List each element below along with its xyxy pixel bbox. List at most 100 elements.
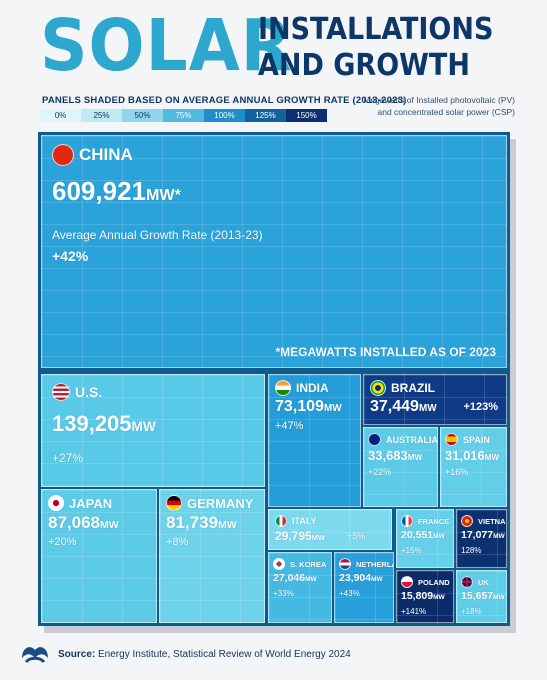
growth-label: +123% <box>463 401 498 413</box>
unit-label: MW <box>433 594 445 601</box>
value-label: 23,904 <box>339 572 372 584</box>
tile-u-s: U.S. 139,205MW +27% <box>41 374 265 487</box>
country-label: CHINA <box>79 145 133 164</box>
tile-vietnam: VIETNAM 17,077MW 128% <box>456 509 507 568</box>
footnote: *MEGAWATTS INSTALLED AS OF 2023 <box>275 345 496 359</box>
country-label: S. KOREA <box>290 559 327 569</box>
tile-japan: JAPAN 87,068MW +20% <box>41 489 157 623</box>
title-line-1: INSTALLATIONS <box>258 12 494 47</box>
tile-china: CHINA 609,921MW* Average Annual Growth Rat… <box>41 135 507 368</box>
value-label: 73,109 <box>275 398 324 415</box>
source-label: Source: <box>58 649 96 660</box>
value-label: 15,657 <box>461 590 494 602</box>
title-line-2: AND GROWTH <box>258 48 470 83</box>
growth-label: +43% <box>339 588 360 598</box>
tile-germany: GERMANY 81,739MW +8% <box>159 489 265 623</box>
legend-stop: 75% <box>163 109 204 122</box>
country-label: GERMANY <box>187 495 254 511</box>
growth-label: +22% <box>368 467 392 477</box>
country-label: JAPAN <box>69 495 113 511</box>
tile-italy: ITALY 29,795MW +5% <box>268 509 392 550</box>
unit-note: Megawatts of Installed photovoltaic (PV)… <box>363 94 515 118</box>
unit-label: MW <box>484 453 500 462</box>
brazil-flag-icon <box>370 380 386 396</box>
legend-title: PANELS SHADED BASED ON AVERAGE ANNUAL GR… <box>42 95 407 106</box>
source-line: Source: Energy Institute, Statistical Re… <box>58 649 351 660</box>
tile-australia: AUSTRALIA 33,683MW +22% <box>363 427 438 507</box>
vietnam-flag-icon <box>461 515 473 527</box>
growth-label: +33% <box>273 588 294 598</box>
tile-uk: UK 15,657MW +18% <box>456 570 507 623</box>
skorea-flag-icon <box>273 558 285 570</box>
value-label: 37,449 <box>370 398 419 415</box>
tile-spain: SPAIN 31,016MW +16% <box>440 427 507 507</box>
value-label: 31,016 <box>445 448 485 463</box>
tile-s-korea: S. KOREA 27,046MW +33% <box>268 552 332 623</box>
country-label: BRAZIL <box>391 381 435 395</box>
unit-label: MW <box>371 576 383 583</box>
country-label: VIETNAM <box>478 516 506 526</box>
country-label: ITALY <box>292 516 317 526</box>
unit-label: MW <box>100 519 119 531</box>
value-label: 139,205 <box>52 411 132 436</box>
value-label: 27,046 <box>273 572 306 584</box>
legend-stop: 50% <box>122 109 163 122</box>
growth-label: +15% <box>401 545 422 555</box>
legend-stop: 150% <box>286 109 327 122</box>
unit-label: MW <box>131 419 156 434</box>
value-label: 20,551 <box>401 529 434 541</box>
tile-france: FRANCE 20,551MW +15% <box>396 509 454 568</box>
treemap-chart: CHINA 609,921MW* Average Annual Growth Rat… <box>38 132 510 626</box>
country-label: INDIA <box>296 381 329 395</box>
india-flag-icon <box>275 380 291 396</box>
germany-flag-icon <box>166 495 182 511</box>
uk-flag-icon <box>461 576 473 588</box>
value-label: 609,921 <box>52 176 146 206</box>
legend-stop: 125% <box>245 109 286 122</box>
unit-label: MW <box>218 519 237 531</box>
visual-capitalist-logo-icon <box>22 647 48 664</box>
value-label: 81,739 <box>166 513 218 532</box>
unit-label: MW* <box>145 186 181 204</box>
growth-label: +18% <box>461 606 482 616</box>
legend-color-scale: 0% 25% 50% 75% 100% 125% 150% <box>40 109 327 122</box>
unit-label: MW <box>407 453 423 462</box>
growth-label: +5% <box>347 531 366 541</box>
france-flag-icon <box>401 515 413 527</box>
growth-caption: Average Annual Growth Rate (2013-23) <box>52 228 263 242</box>
unit-label: MW <box>305 576 317 583</box>
legend-stop: 0% <box>40 109 81 122</box>
japan-flag-icon <box>48 495 64 511</box>
unit-label: MW <box>493 533 505 540</box>
source-text: Energy Institute, Statistical Review of … <box>98 649 351 660</box>
tile-india: INDIA 73,109MW +47% <box>268 374 361 507</box>
value-label: 29,795 <box>275 529 312 543</box>
legend-stop: 100% <box>204 109 245 122</box>
spain-flag-icon <box>445 433 458 446</box>
country-label: POLAND <box>418 577 450 587</box>
growth-label: +16% <box>445 467 469 477</box>
tile-brazil: BRAZIL 37,449MW +123% <box>363 374 507 425</box>
country-label: U.S. <box>75 384 103 400</box>
unit-label: MW <box>418 403 437 414</box>
value-label: 87,068 <box>48 513 100 532</box>
legend-stop: 25% <box>81 109 122 122</box>
growth-label: +27% <box>52 451 84 465</box>
unit-note-line-2: and concentrated solar power (CSP) <box>377 107 516 117</box>
growth-label: +42% <box>52 248 89 264</box>
country-label: SPAIN <box>463 434 490 445</box>
country-label: FRANCE <box>418 516 450 526</box>
growth-label: +8% <box>166 536 189 548</box>
growth-label: +47% <box>275 420 304 432</box>
china-flag-icon <box>52 144 74 166</box>
italy-flag-icon <box>275 515 287 527</box>
title-solar: SOLAR <box>40 4 293 88</box>
unit-label: MW <box>493 594 505 601</box>
unit-label: MW <box>323 403 342 414</box>
value-label: 33,683 <box>368 448 408 463</box>
us-flag-icon <box>52 383 70 401</box>
unit-note-line-1: Megawatts of Installed photovoltaic (PV) <box>363 95 515 105</box>
growth-label: +141% <box>401 606 427 616</box>
unit-label: MW <box>311 533 325 542</box>
